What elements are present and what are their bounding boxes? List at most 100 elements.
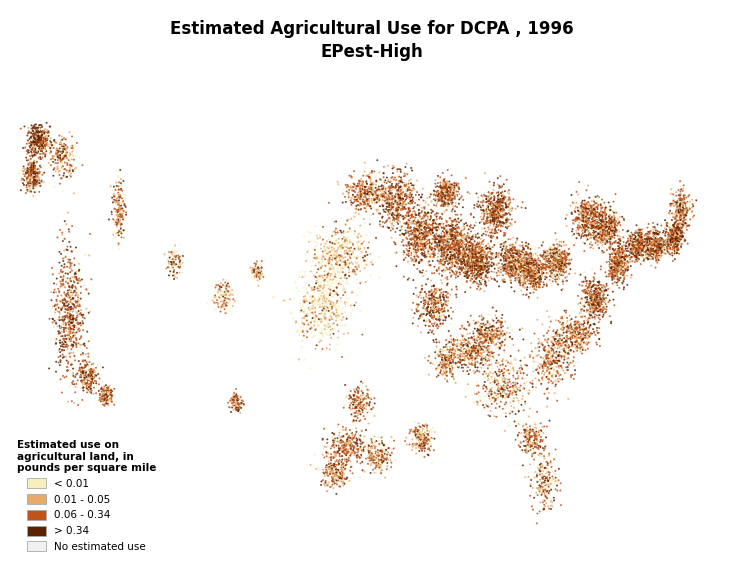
Point <box>33 133 45 142</box>
Point <box>606 262 618 271</box>
Point <box>339 263 350 272</box>
Point <box>673 244 684 253</box>
Point <box>323 256 335 265</box>
Point <box>468 359 480 368</box>
Point <box>545 254 557 263</box>
Point <box>376 184 388 193</box>
Point <box>644 234 655 243</box>
Point <box>93 396 105 405</box>
Point <box>658 242 670 251</box>
Point <box>456 265 468 274</box>
Point <box>412 226 424 235</box>
Point <box>524 272 536 281</box>
Point <box>641 240 652 249</box>
Point <box>400 204 411 213</box>
Point <box>464 340 476 349</box>
Point <box>560 336 572 345</box>
Point <box>477 262 489 271</box>
Point <box>557 335 568 344</box>
Point <box>100 380 112 390</box>
Point <box>413 233 425 242</box>
Point <box>587 226 599 235</box>
Point <box>570 319 582 328</box>
Point <box>23 158 35 167</box>
Point <box>444 255 456 264</box>
Point <box>355 401 367 411</box>
Point <box>439 351 451 360</box>
Point <box>597 307 609 316</box>
Point <box>36 144 48 153</box>
Point <box>336 463 347 472</box>
Point <box>171 251 183 260</box>
Point <box>62 306 74 315</box>
Point <box>396 225 408 234</box>
Point <box>625 249 637 258</box>
Point <box>459 245 471 254</box>
Point <box>481 333 493 342</box>
Point <box>630 249 642 258</box>
Point <box>364 200 376 209</box>
Point <box>438 175 450 184</box>
Point <box>428 291 440 301</box>
Point <box>489 205 501 214</box>
Point <box>491 207 503 216</box>
Point <box>114 215 126 224</box>
Point <box>368 167 380 176</box>
Point <box>351 453 363 462</box>
Point <box>522 265 533 274</box>
Point <box>500 201 512 210</box>
Point <box>446 232 458 241</box>
Point <box>649 252 661 261</box>
Point <box>113 197 125 206</box>
Point <box>673 239 684 248</box>
Point <box>320 304 332 313</box>
Point <box>235 394 247 403</box>
Point <box>306 236 318 246</box>
Point <box>336 461 348 470</box>
Point <box>618 247 630 256</box>
Point <box>71 273 83 282</box>
Point <box>446 362 458 371</box>
Point <box>366 185 378 194</box>
Point <box>432 362 444 371</box>
Point <box>323 198 335 208</box>
Point <box>433 253 445 262</box>
Point <box>315 240 327 249</box>
Point <box>492 392 504 401</box>
Point <box>544 245 556 254</box>
Point <box>487 321 499 331</box>
Point <box>309 315 321 324</box>
Point <box>618 259 629 268</box>
Point <box>585 210 597 219</box>
Point <box>525 266 537 276</box>
Point <box>28 160 39 169</box>
Point <box>334 261 346 270</box>
Point <box>629 239 641 248</box>
Point <box>424 250 436 259</box>
Point <box>323 472 335 481</box>
Point <box>446 358 458 367</box>
Point <box>516 261 527 270</box>
Point <box>674 191 686 200</box>
Point <box>237 397 249 406</box>
Point <box>686 203 698 212</box>
Point <box>609 215 620 224</box>
Point <box>439 177 451 187</box>
Point <box>440 222 452 231</box>
Point <box>469 253 481 263</box>
Point <box>598 294 610 303</box>
Point <box>556 263 568 272</box>
Point <box>424 239 436 248</box>
Point <box>632 240 644 249</box>
Point <box>310 324 322 333</box>
Point <box>650 227 662 236</box>
Point <box>225 304 237 313</box>
Point <box>408 227 420 236</box>
Point <box>598 234 610 243</box>
Point <box>522 430 533 439</box>
Point <box>321 481 333 490</box>
Point <box>491 277 503 286</box>
Point <box>82 382 94 391</box>
Point <box>674 205 686 214</box>
Point <box>330 463 341 472</box>
